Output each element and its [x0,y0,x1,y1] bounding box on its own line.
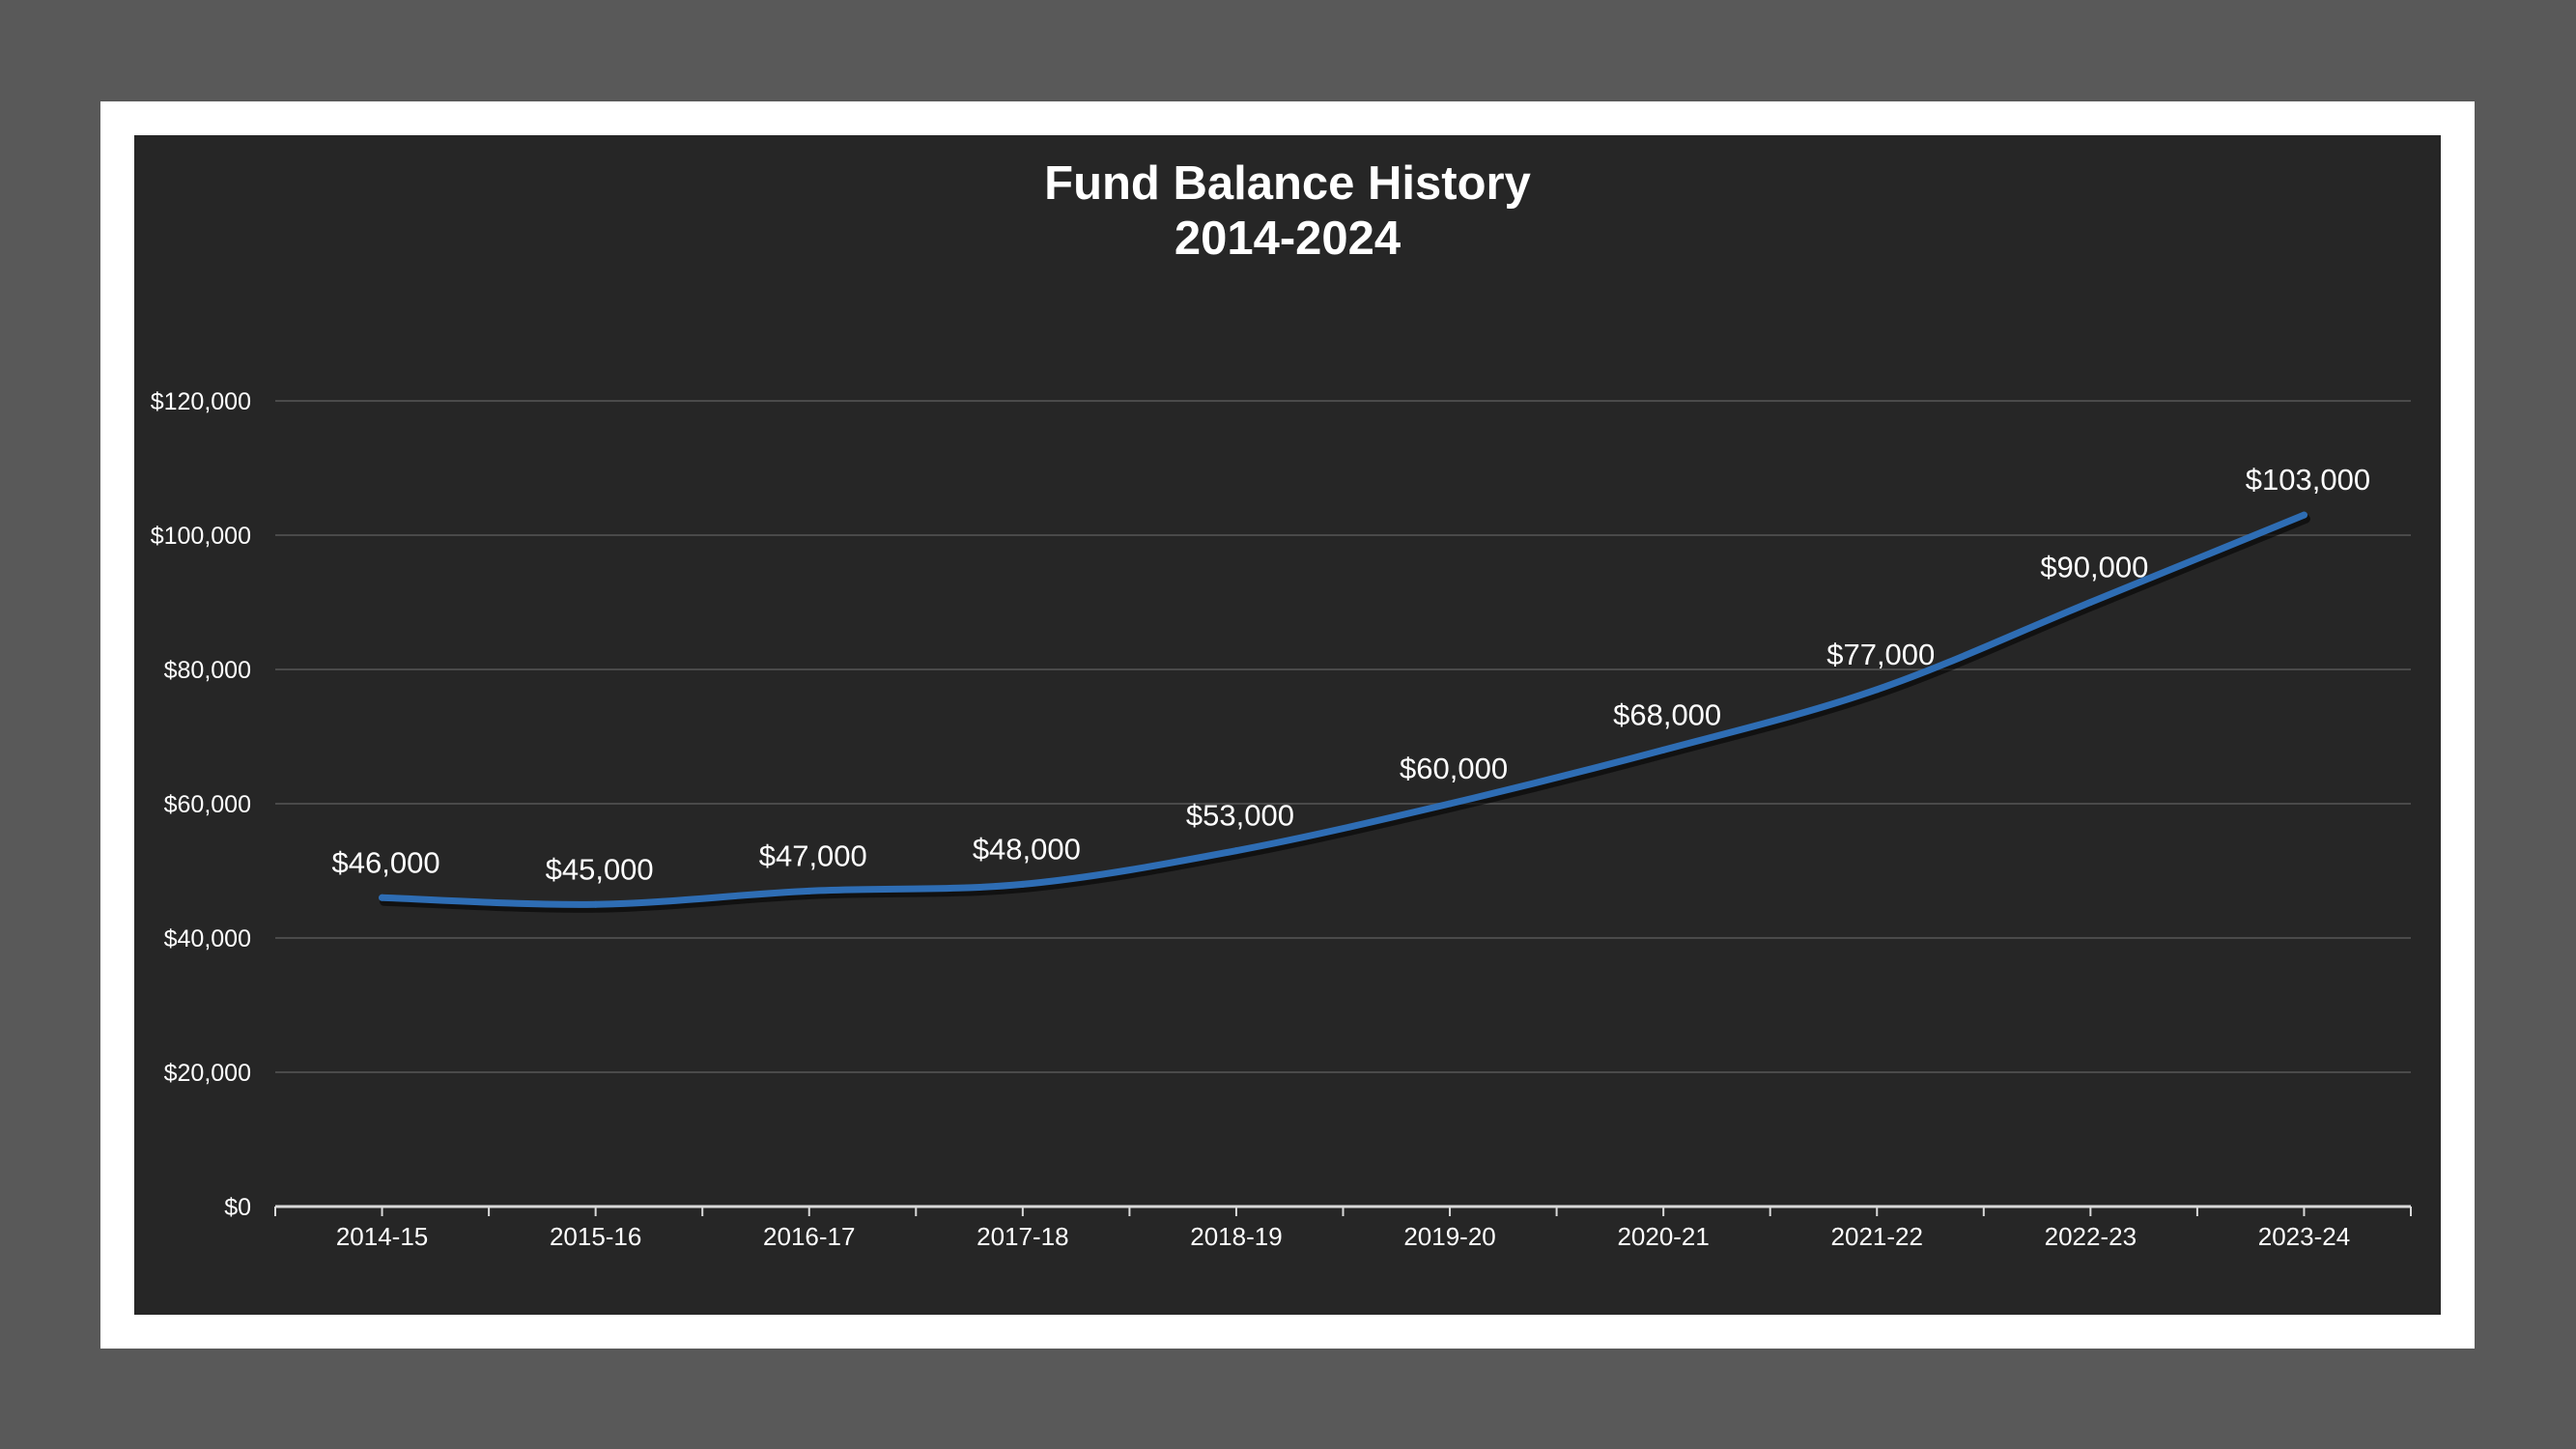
data-point [2300,511,2307,519]
data-point [1873,686,1881,694]
series-line-shadow [380,514,2310,913]
data-label: $68,000 [1613,697,1721,731]
data-point [592,900,600,908]
x-tick-label: 2015-16 [550,1222,641,1251]
x-tick-label: 2022-23 [2045,1222,2137,1251]
line-chart-svg: $0 $20,000 $40,000 $60,000 $80,000 $100,000 $1… [151,388,2412,1251]
x-tick-label: 2014-15 [336,1222,428,1251]
data-point [379,894,386,901]
data-point [1446,800,1454,808]
series-line [379,511,2307,908]
y-tick-label: $0 [224,1194,251,1221]
y-tick-label: $80,000 [164,657,251,684]
data-label: $60,000 [1400,752,1508,785]
data-point [806,887,813,895]
data-label: $77,000 [1826,638,1935,671]
data-point [1019,880,1027,888]
x-tick-label: 2017-18 [977,1222,1068,1251]
y-tick-label: $100,000 [151,523,251,550]
data-label: $45,000 [546,852,654,886]
data-point [1659,746,1667,753]
x-tick-label: 2020-21 [1617,1222,1709,1251]
data-label: $53,000 [1186,799,1294,833]
data-label: $90,000 [2040,551,2148,584]
data-label: $48,000 [973,832,1081,866]
chart-title: Fund Balance History 2014-2024 [134,156,2441,267]
y-tick-label: $60,000 [164,791,251,818]
data-point [1232,847,1240,855]
y-tick-label: $20,000 [164,1060,251,1087]
data-point [2086,599,2094,606]
x-tick-label: 2018-19 [1190,1222,1282,1251]
chart-subtitle-line: 2014-2024 [1174,213,1401,265]
x-tick-label: 2023-24 [2258,1222,2350,1251]
x-tick-label: 2019-20 [1403,1222,1495,1251]
data-label: $103,000 [2246,463,2370,497]
chart-title-line: Fund Balance History [1044,157,1531,210]
x-tick-label: 2021-22 [1831,1222,1923,1251]
data-label: $46,000 [332,845,440,879]
data-label: $47,000 [759,838,867,872]
chart-area: Fund Balance History 2014-2024 $0 $20,000… [134,135,2441,1315]
y-tick-label: $120,000 [151,388,251,415]
y-tick-label: $40,000 [164,925,251,952]
x-tick-label: 2016-17 [763,1222,855,1251]
